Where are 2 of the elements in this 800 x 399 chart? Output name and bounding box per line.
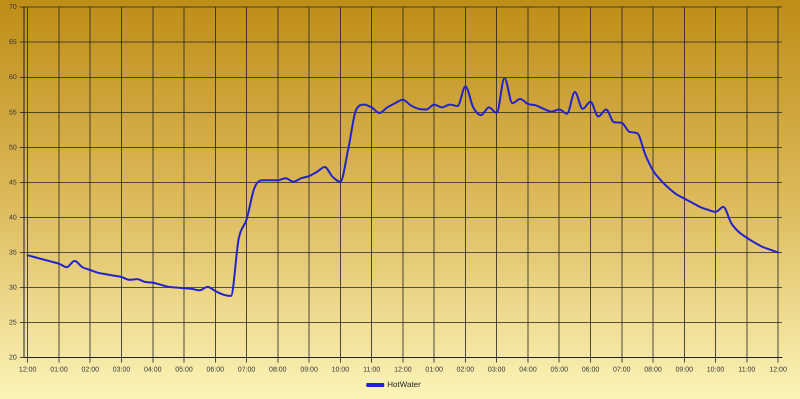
legend-label: HotWater	[387, 380, 422, 390]
line-series	[26, 76, 780, 297]
